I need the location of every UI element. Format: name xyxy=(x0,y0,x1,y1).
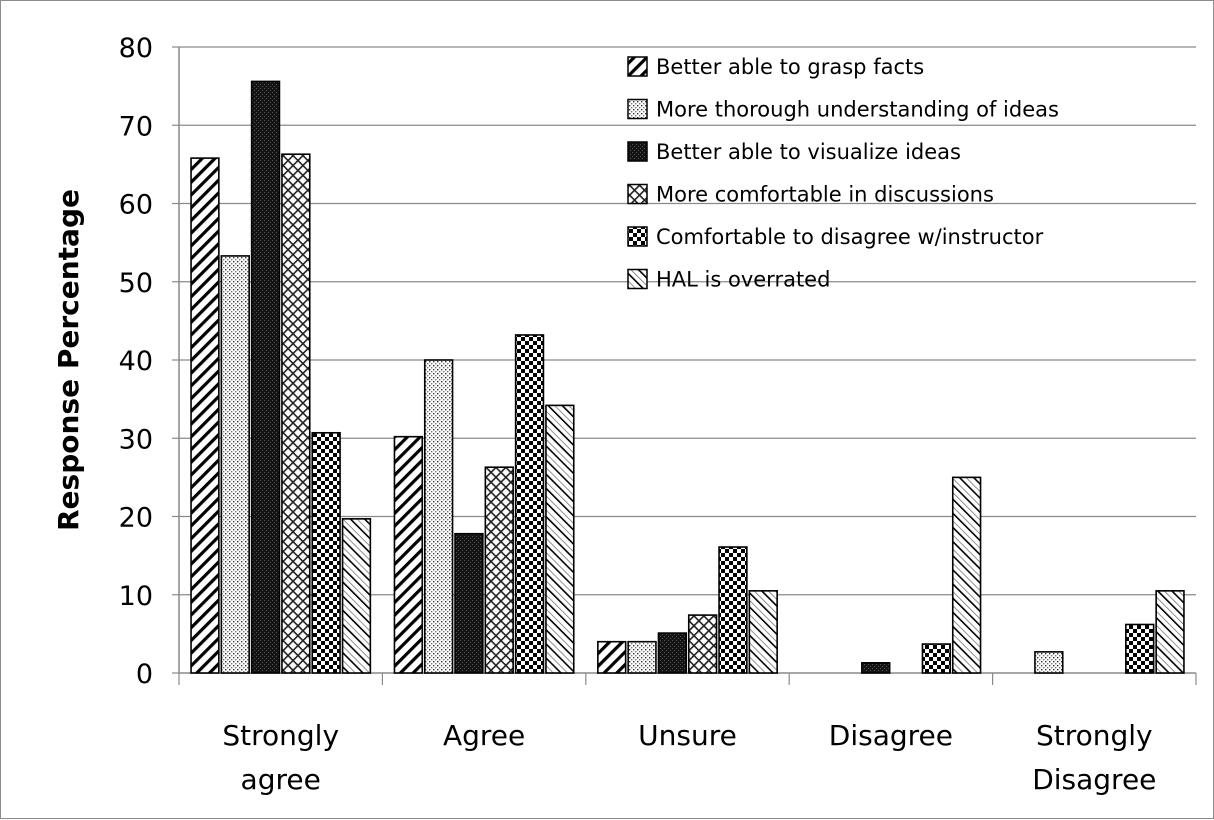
axis-labels: 0 10 20 30 40 50 60 70 80 Strongly agree Agree Unsur… xyxy=(52,33,1156,796)
y-tick-label: 30 xyxy=(119,424,153,455)
bar xyxy=(657,632,688,674)
bar xyxy=(220,255,250,674)
bar xyxy=(341,518,372,674)
legend-swatch xyxy=(627,226,648,247)
bars xyxy=(190,80,1185,674)
bar xyxy=(311,431,341,674)
legend: Better able to grasp facts More thorough … xyxy=(627,55,1059,292)
legend-label: Better able to visualize ideas xyxy=(656,140,961,164)
bar xyxy=(951,476,982,674)
bar xyxy=(597,640,627,674)
legend-swatch xyxy=(627,183,648,205)
y-tick-label: 20 xyxy=(119,503,153,534)
legend-label: More comfortable in discussions xyxy=(656,183,994,207)
bar xyxy=(1125,623,1155,674)
x-category-label: Strongly xyxy=(1036,719,1153,752)
legend-swatch xyxy=(627,98,648,120)
y-tick-label: 0 xyxy=(136,659,153,690)
bar xyxy=(1155,590,1185,674)
legend-label: HAL is overrated xyxy=(656,268,830,292)
bar xyxy=(545,404,575,674)
y-tick-label: 50 xyxy=(119,268,153,299)
x-category-label: Unsure xyxy=(638,719,737,752)
y-tick-label: 70 xyxy=(119,111,153,142)
bar xyxy=(423,359,454,674)
bar xyxy=(1034,651,1064,674)
bar xyxy=(748,590,778,674)
bar xyxy=(281,153,311,674)
x-category-label: Disagree xyxy=(1032,763,1156,796)
bar xyxy=(190,157,220,674)
bar xyxy=(393,435,424,674)
gridlines xyxy=(179,46,1196,596)
bar xyxy=(627,640,657,674)
x-category-label: agree xyxy=(241,763,321,796)
bar xyxy=(718,546,748,674)
bar xyxy=(250,80,281,674)
x-category-label: Strongly xyxy=(222,719,339,752)
legend-swatch xyxy=(627,56,648,77)
legend-swatch xyxy=(627,141,648,162)
y-tick-label: 10 xyxy=(119,581,153,612)
y-tick-label: 40 xyxy=(119,346,153,377)
bar xyxy=(454,532,484,674)
bar xyxy=(687,614,718,674)
bar xyxy=(514,334,545,674)
y-tick-label: 80 xyxy=(119,33,153,64)
bar xyxy=(921,643,952,674)
legend-label: Comfortable to disagree w/instructor xyxy=(656,225,1044,249)
y-tick-label: 60 xyxy=(119,190,153,221)
legend-swatch xyxy=(627,268,648,290)
x-category-label: Agree xyxy=(443,719,525,752)
x-category-label: Disagree xyxy=(829,719,953,752)
bar xyxy=(484,466,514,674)
legend-label: Better able to grasp facts xyxy=(656,55,924,79)
y-axis-title: Response Percentage xyxy=(52,189,85,531)
bar xyxy=(861,662,891,674)
legend-label: More thorough understanding of ideas xyxy=(656,98,1059,122)
